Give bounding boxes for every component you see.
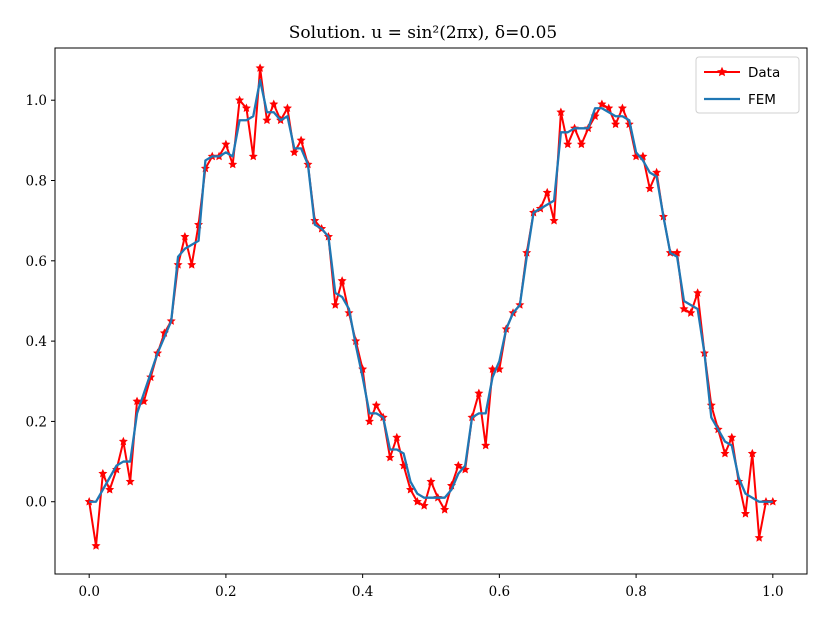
x-tick-label: 0.4 xyxy=(352,584,373,600)
data-point-marker xyxy=(754,533,764,542)
y-tick-label: 0.6 xyxy=(26,254,47,270)
legend-label-fem: FEM xyxy=(748,92,776,108)
data-point-marker xyxy=(563,139,573,149)
series-line-fem xyxy=(89,78,773,503)
data-point-marker xyxy=(269,99,279,109)
data-point-marker xyxy=(98,468,108,478)
data-point-marker xyxy=(125,476,135,486)
x-tick-label: 0.0 xyxy=(78,584,99,600)
data-point-marker xyxy=(105,484,115,494)
data-point-marker xyxy=(255,63,265,72)
data-point-marker xyxy=(228,159,238,169)
legend-entry-data: Data xyxy=(704,65,780,81)
data-point-marker xyxy=(645,183,655,193)
y-tick-label: 0.8 xyxy=(26,174,47,190)
data-point-marker xyxy=(672,248,682,257)
axes-frame xyxy=(54,47,808,575)
data-point-marker xyxy=(652,167,662,177)
data-point-marker xyxy=(693,288,703,297)
legend-label-data: Data xyxy=(748,65,780,81)
data-point-marker xyxy=(481,440,491,450)
x-tick-label: 1.0 xyxy=(762,584,783,600)
data-point-marker xyxy=(747,448,757,458)
data-point-marker xyxy=(248,151,258,161)
y-tick-label: 0.0 xyxy=(26,495,47,511)
data-point-marker xyxy=(686,308,696,317)
plot-area: 0.0 0.2 0.4 0.6 0.8 1.0 0.0 0.2 0.4 0.6 0.8 1.0 xyxy=(26,47,808,600)
data-point-marker xyxy=(440,505,450,514)
data-point-marker xyxy=(617,103,627,113)
data-point-marker xyxy=(371,400,381,410)
data-point-marker xyxy=(221,139,231,149)
data-point-marker xyxy=(556,107,566,117)
x-tick-label: 0.8 xyxy=(625,584,646,600)
data-point-marker xyxy=(187,260,197,269)
data-point-marker xyxy=(330,300,340,309)
x-tick-label: 0.6 xyxy=(489,584,510,600)
data-point-marker xyxy=(296,135,306,145)
legend-data-marker xyxy=(717,66,727,77)
legend-entry-fem: FEM xyxy=(704,92,776,108)
data-point-marker xyxy=(604,103,614,113)
data-point-marker xyxy=(597,99,607,109)
series-layer xyxy=(84,63,778,550)
y-axis: 0.0 0.2 0.4 0.6 0.8 1.0 xyxy=(26,93,55,511)
y-tick-label: 0.4 xyxy=(26,334,47,350)
data-point-marker xyxy=(282,103,292,113)
data-point-marker xyxy=(740,509,750,518)
data-point-marker xyxy=(419,501,429,510)
data-point-marker xyxy=(180,231,190,241)
data-point-marker xyxy=(611,119,621,129)
data-point-marker xyxy=(392,432,402,442)
data-point-marker xyxy=(289,147,299,157)
legend: Data FEM xyxy=(695,56,800,114)
data-point-marker xyxy=(262,115,272,125)
data-point-marker xyxy=(542,187,552,197)
data-point-marker xyxy=(385,452,395,462)
x-tick-label: 0.2 xyxy=(215,584,236,600)
data-point-marker xyxy=(549,215,559,225)
data-point-marker xyxy=(337,276,347,285)
data-point-marker xyxy=(679,304,689,313)
data-point-marker xyxy=(235,95,245,105)
data-point-marker xyxy=(412,497,422,506)
data-point-marker xyxy=(474,388,484,398)
data-point-marker xyxy=(453,460,463,470)
data-point-marker xyxy=(118,436,128,446)
x-axis: 0.0 0.2 0.4 0.6 0.8 1.0 xyxy=(78,574,784,600)
data-point-marker xyxy=(727,432,737,442)
data-point-marker xyxy=(364,416,374,426)
data-point-marker xyxy=(576,139,586,149)
data-point-marker xyxy=(91,541,101,550)
y-tick-label: 1.0 xyxy=(26,93,47,109)
data-point-marker xyxy=(426,476,436,486)
y-tick-label: 0.2 xyxy=(26,414,47,430)
data-point-marker xyxy=(241,103,251,113)
chart-title: Solution. u = sin²(2πx), δ=0.05 xyxy=(289,23,557,43)
data-point-marker xyxy=(720,448,730,458)
